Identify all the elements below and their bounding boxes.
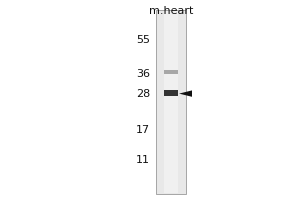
Text: 11: 11	[136, 155, 150, 165]
Bar	[164, 11, 178, 193]
Text: 55: 55	[136, 35, 150, 45]
Bar	[156, 10, 186, 194]
Bar	[164, 70, 178, 74]
Text: m.heart: m.heart	[149, 6, 193, 16]
Text: 36: 36	[136, 69, 150, 79]
Bar	[164, 90, 178, 96]
Text: 17: 17	[136, 125, 150, 135]
Text: 28: 28	[136, 89, 150, 99]
Polygon shape	[179, 90, 192, 97]
